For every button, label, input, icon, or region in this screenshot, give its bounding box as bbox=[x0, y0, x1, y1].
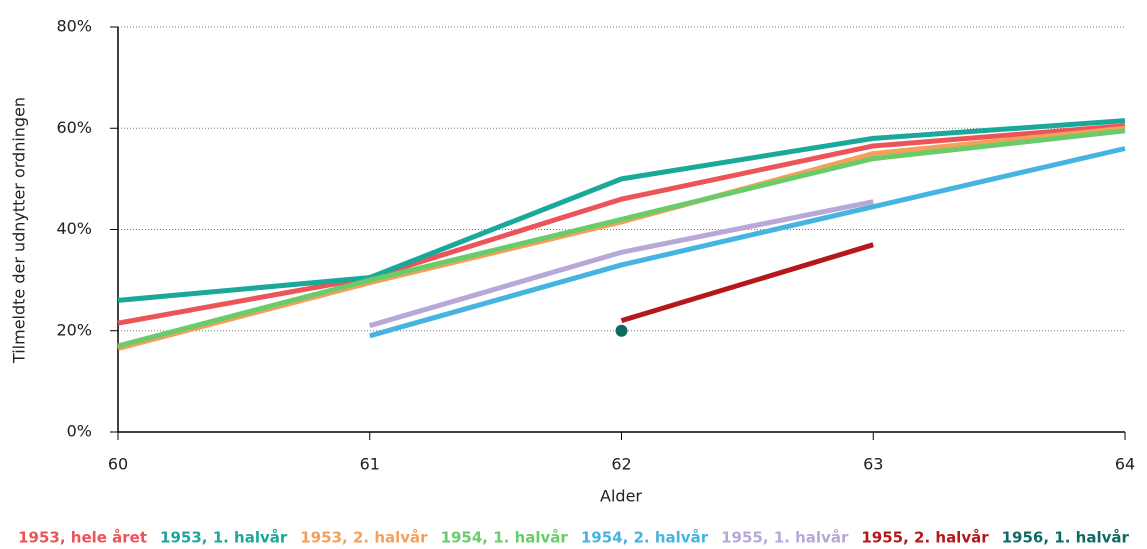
legend-entry: 1953, hele året bbox=[18, 529, 147, 547]
y-tick-label: 40% bbox=[56, 219, 92, 238]
legend-entry: 1954, 1. halvår bbox=[441, 529, 569, 547]
series-line bbox=[117, 125, 1126, 351]
point bbox=[615, 324, 628, 337]
legend-entry: 1955, 1. halvår bbox=[721, 529, 849, 547]
x-tick-label: 63 bbox=[863, 455, 883, 474]
y-tick-label: 0% bbox=[67, 422, 92, 441]
x-tick-label: 61 bbox=[360, 455, 380, 474]
legend-entry: 1956, 1. halvår bbox=[1002, 529, 1130, 547]
x-tick-label: 64 bbox=[1115, 455, 1135, 474]
series-line bbox=[117, 128, 1126, 349]
series-line bbox=[117, 118, 1126, 303]
x-tick-label: 62 bbox=[611, 455, 631, 474]
x-tick-label: 60 bbox=[108, 455, 128, 474]
x-axis-label: Alder bbox=[600, 487, 642, 506]
series-line bbox=[620, 242, 874, 324]
series-line bbox=[369, 146, 1126, 339]
legend-entry: 1953, 2. halvår bbox=[300, 529, 428, 547]
legend-entry: 1954, 2. halvår bbox=[581, 529, 709, 547]
legend-entry: 1953, 1. halvår bbox=[160, 529, 288, 547]
legend-entry: 1955, 2. halvår bbox=[861, 529, 989, 547]
legend: 1953, hele året 1953, 1. halvår 1953, 2. h… bbox=[18, 529, 1129, 547]
y-tick-label: 80% bbox=[56, 17, 92, 36]
y-tick-label: 60% bbox=[56, 118, 92, 137]
y-axis-label: Tilmeldte der udnytter ordningen bbox=[10, 97, 29, 364]
series-line bbox=[117, 123, 1126, 326]
y-tick-label: 20% bbox=[56, 320, 92, 339]
series-line bbox=[369, 199, 874, 329]
